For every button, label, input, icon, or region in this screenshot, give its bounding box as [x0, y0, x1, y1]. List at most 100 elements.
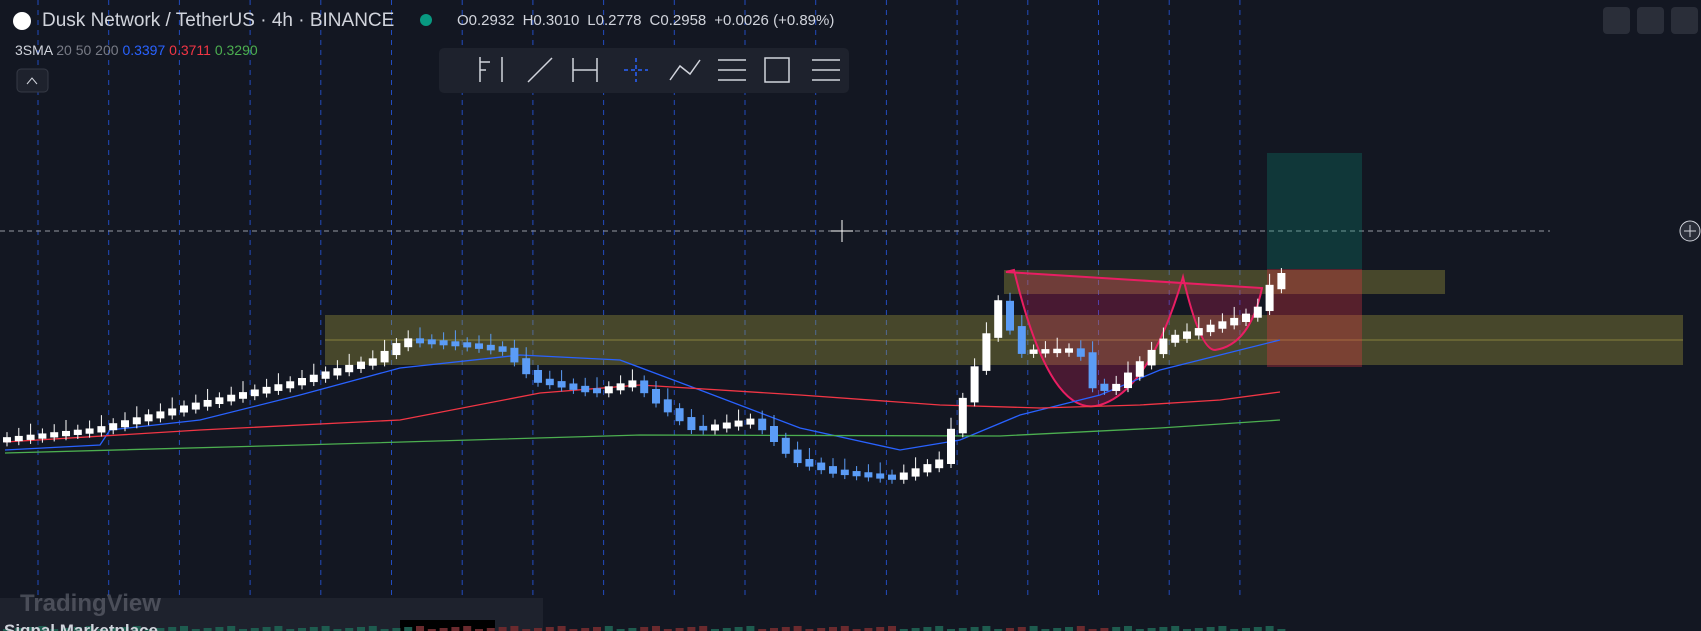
volume-bar: [699, 626, 708, 631]
volume-bar: [1041, 629, 1050, 631]
candle: [864, 472, 873, 478]
candle: [439, 340, 448, 346]
volume-bar: [1277, 629, 1286, 631]
volume-bar: [652, 626, 660, 631]
candle: [321, 371, 330, 379]
candle: [368, 358, 377, 366]
volume-bar: [534, 628, 542, 631]
volume-bar: [357, 627, 365, 631]
status-dot: [420, 14, 432, 26]
volume-bar: [758, 629, 767, 631]
candle: [109, 423, 118, 431]
volume-bar: [286, 629, 295, 631]
volume-bar: [14, 628, 23, 631]
volume-bar: [203, 628, 212, 631]
candle: [958, 397, 967, 434]
volume-bar: [309, 627, 318, 631]
volume-bar: [899, 629, 908, 631]
candle: [947, 428, 955, 464]
symbol-logo: [13, 12, 31, 30]
candle: [935, 459, 944, 469]
volume-bar: [675, 628, 684, 631]
candle: [758, 418, 767, 431]
candle: [486, 344, 495, 351]
volume-bar: [722, 628, 731, 631]
candle: [475, 343, 483, 349]
volume-bar: [994, 629, 1003, 631]
candle: [1112, 383, 1121, 391]
volume-bar: [298, 628, 306, 631]
volume-bar: [132, 626, 141, 631]
volume-bar: [1265, 626, 1274, 631]
ohlc-label: L: [587, 12, 596, 29]
volume-bar: [829, 627, 837, 631]
volume-bar: [604, 626, 613, 631]
volume-bar: [805, 629, 814, 631]
candle: [298, 378, 306, 386]
candle: [14, 435, 23, 442]
sma-50: [4, 384, 1281, 443]
volume-bar: [1206, 627, 1215, 631]
candle: [970, 366, 979, 403]
volume-bar: [85, 626, 94, 631]
volume-bar: [817, 628, 826, 631]
volume-bar: [109, 628, 118, 631]
candle: [132, 417, 141, 425]
volume-bar: [404, 627, 413, 631]
candle: [616, 383, 625, 391]
candle: [604, 386, 613, 394]
ohlc-value: 0.2932: [468, 12, 515, 29]
candle: [734, 420, 743, 427]
candle: [687, 417, 696, 431]
candle: [451, 341, 460, 347]
candle: [357, 361, 365, 369]
volume-bar: [640, 627, 649, 631]
volume-bar: [970, 627, 979, 631]
volume-bar: [1218, 626, 1227, 631]
candle: [805, 459, 814, 467]
volume-bar: [321, 626, 330, 631]
volume-bar: [1230, 629, 1239, 631]
volume-bar: [1029, 626, 1038, 631]
candle: [1006, 300, 1014, 331]
candle: [427, 339, 436, 345]
volume-bar: [262, 627, 271, 631]
candle: [675, 408, 684, 422]
collapse-button[interactable]: [16, 68, 49, 93]
candle: [26, 434, 35, 440]
volume-bar: [593, 627, 601, 631]
candle: [239, 392, 247, 399]
volume-bar: [911, 628, 920, 631]
volume-bar: [73, 627, 82, 631]
ohlc-value: 0.2778: [595, 12, 642, 29]
volume-bar: [687, 627, 696, 631]
candle: [380, 350, 389, 363]
volume-bar: [510, 626, 519, 631]
volume-bar: [852, 629, 861, 631]
candle: [770, 426, 778, 442]
volume-bar: [439, 628, 448, 631]
ohlc-value: 0.2958: [660, 12, 707, 29]
volume-bar: [840, 626, 849, 631]
volume-bar: [1183, 629, 1191, 631]
candle: [840, 469, 849, 476]
volume-bar: [663, 629, 672, 631]
volume-bar: [38, 626, 47, 631]
volume-bar: [274, 626, 283, 631]
candle: [85, 428, 94, 434]
candle: [1171, 334, 1180, 343]
volume-bar: [1135, 629, 1144, 631]
volume-bar: [1112, 627, 1121, 631]
volume-bar: [486, 628, 495, 631]
candle: [593, 388, 601, 394]
candle: [392, 343, 401, 356]
volume-bar: [62, 628, 70, 631]
volume-bar: [1194, 628, 1203, 631]
window-buttons[interactable]: [1603, 7, 1698, 34]
zone: [1004, 270, 1445, 294]
cup-pattern: [1005, 268, 1264, 408]
volume-bar: [746, 626, 755, 631]
candle: [38, 433, 47, 439]
candle: [274, 384, 283, 391]
candle: [1218, 321, 1227, 329]
